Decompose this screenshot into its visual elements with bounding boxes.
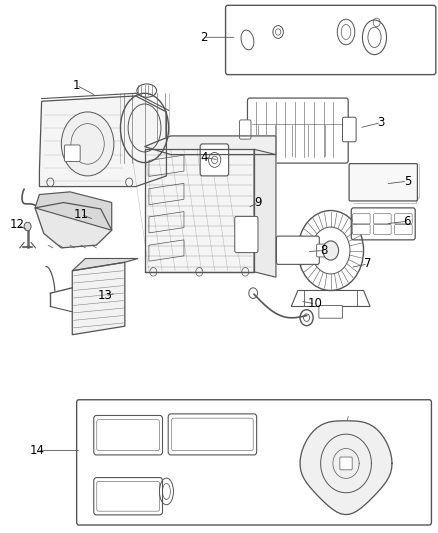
FancyBboxPatch shape	[97, 481, 159, 511]
FancyBboxPatch shape	[168, 414, 257, 455]
FancyBboxPatch shape	[94, 478, 162, 515]
FancyBboxPatch shape	[172, 418, 253, 451]
FancyBboxPatch shape	[200, 144, 229, 176]
FancyBboxPatch shape	[395, 214, 412, 224]
Text: 4: 4	[200, 151, 208, 164]
FancyBboxPatch shape	[319, 305, 343, 318]
Text: 8: 8	[321, 244, 328, 257]
Text: 7: 7	[364, 257, 372, 270]
Text: 12: 12	[10, 219, 25, 231]
FancyBboxPatch shape	[353, 224, 370, 235]
Text: 11: 11	[74, 208, 88, 221]
Text: 3: 3	[378, 116, 385, 129]
FancyBboxPatch shape	[226, 5, 436, 75]
FancyBboxPatch shape	[343, 117, 356, 142]
Text: 1: 1	[73, 79, 81, 92]
Text: 5: 5	[404, 175, 411, 188]
FancyBboxPatch shape	[374, 214, 391, 224]
Circle shape	[24, 222, 31, 231]
FancyBboxPatch shape	[247, 98, 348, 163]
Polygon shape	[145, 149, 254, 272]
Polygon shape	[254, 149, 276, 277]
FancyBboxPatch shape	[374, 224, 391, 235]
FancyBboxPatch shape	[276, 236, 319, 264]
FancyBboxPatch shape	[235, 216, 258, 253]
Polygon shape	[72, 262, 125, 335]
Text: 9: 9	[254, 196, 262, 209]
Text: 14: 14	[30, 444, 45, 457]
FancyBboxPatch shape	[77, 400, 431, 525]
FancyBboxPatch shape	[340, 457, 352, 470]
Text: 13: 13	[98, 289, 113, 302]
Circle shape	[61, 112, 114, 176]
Text: 2: 2	[200, 31, 208, 44]
Text: 6: 6	[403, 215, 411, 228]
FancyBboxPatch shape	[353, 214, 370, 224]
FancyBboxPatch shape	[94, 416, 162, 455]
FancyBboxPatch shape	[64, 145, 80, 161]
Polygon shape	[35, 192, 112, 230]
FancyBboxPatch shape	[97, 420, 159, 451]
Polygon shape	[35, 203, 112, 248]
FancyBboxPatch shape	[240, 120, 251, 139]
FancyBboxPatch shape	[395, 224, 412, 235]
FancyBboxPatch shape	[349, 164, 417, 201]
FancyBboxPatch shape	[351, 208, 415, 240]
Polygon shape	[145, 136, 276, 155]
Circle shape	[323, 241, 339, 260]
FancyBboxPatch shape	[317, 244, 326, 257]
Text: 10: 10	[308, 297, 323, 310]
Polygon shape	[72, 259, 138, 271]
Polygon shape	[39, 96, 166, 187]
Polygon shape	[300, 421, 392, 514]
